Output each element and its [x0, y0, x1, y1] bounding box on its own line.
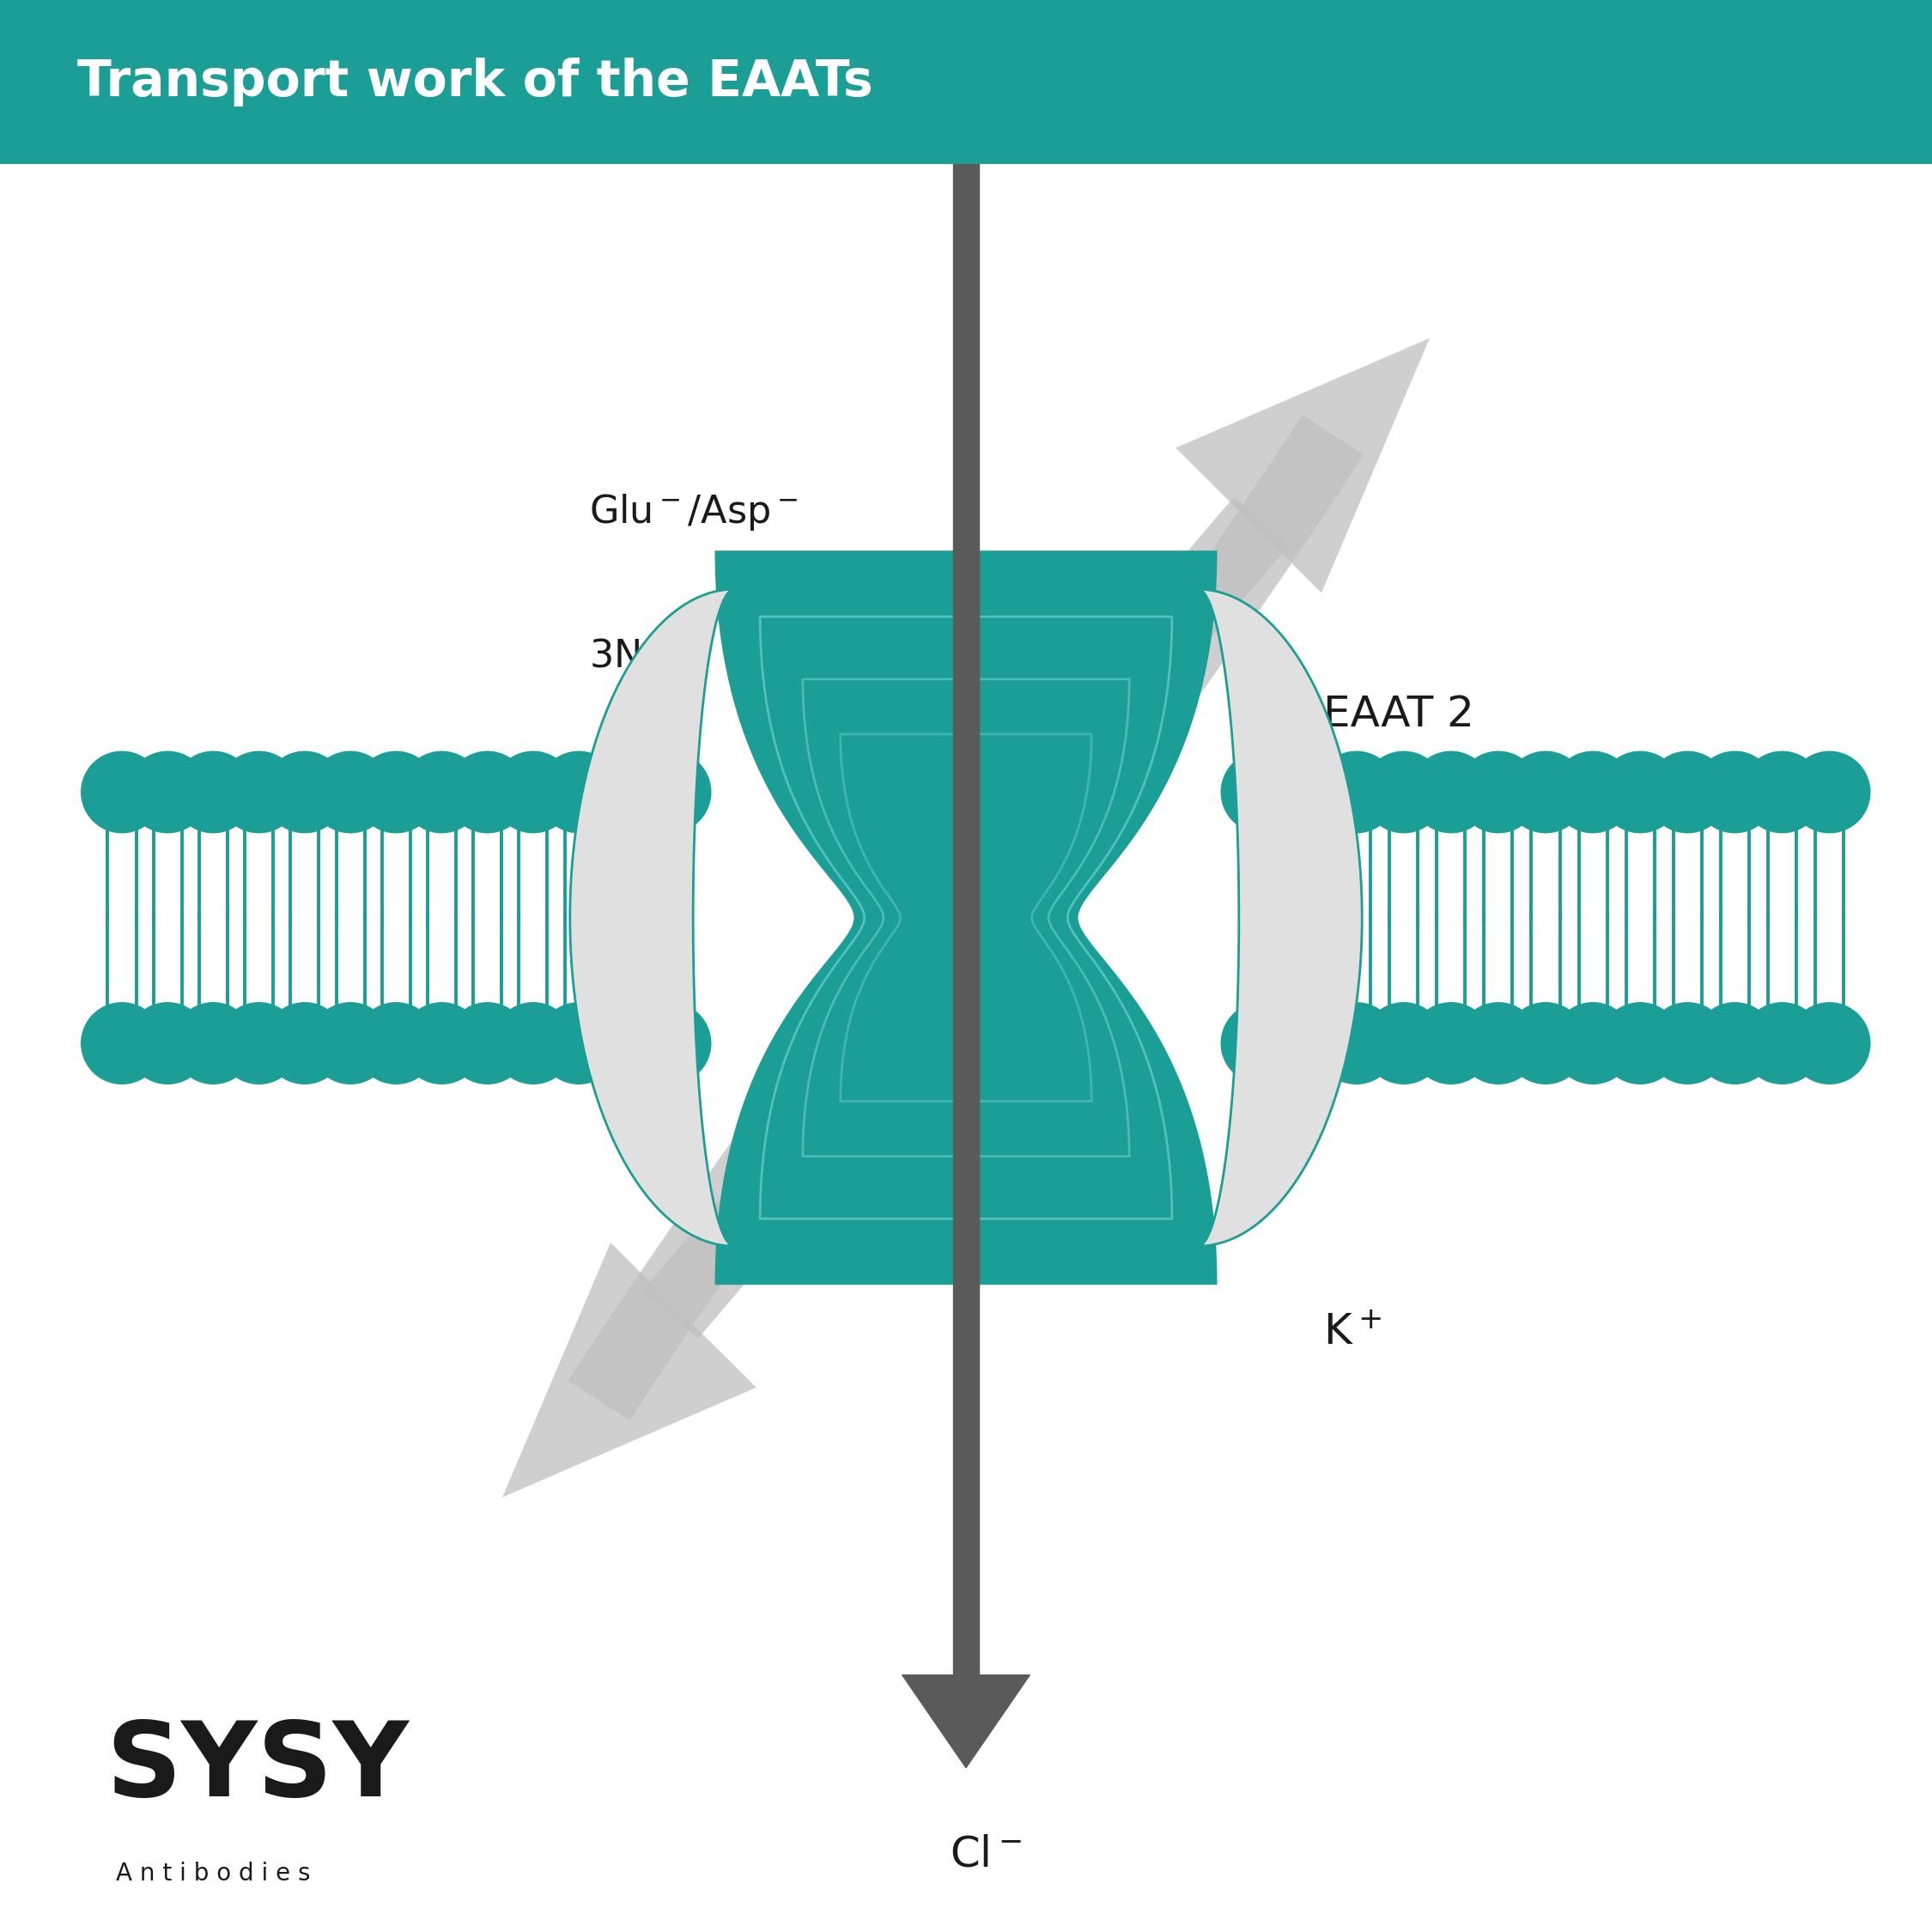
Polygon shape	[502, 1242, 755, 1497]
Circle shape	[402, 752, 483, 833]
Circle shape	[1600, 752, 1681, 833]
Circle shape	[1221, 1003, 1302, 1084]
Circle shape	[1646, 1003, 1727, 1084]
Circle shape	[1505, 1003, 1586, 1084]
Circle shape	[1741, 1003, 1822, 1084]
Circle shape	[539, 752, 620, 833]
Text: H$^+$: H$^+$	[589, 779, 645, 817]
Polygon shape	[715, 551, 1217, 1285]
Text: A n t i b o d i e s: A n t i b o d i e s	[116, 1862, 311, 1886]
Circle shape	[172, 1003, 253, 1084]
Circle shape	[355, 752, 437, 833]
Circle shape	[1551, 1003, 1633, 1084]
Polygon shape	[902, 1675, 1030, 1768]
Polygon shape	[1198, 589, 1362, 1246]
Bar	[0, 0, 1932, 164]
Circle shape	[1694, 752, 1776, 833]
Circle shape	[402, 1003, 483, 1084]
Circle shape	[1364, 752, 1445, 833]
Text: 3Na$^+$: 3Na$^+$	[589, 638, 692, 676]
Circle shape	[309, 1003, 390, 1084]
Text: EAAT 2: EAAT 2	[1323, 694, 1474, 736]
Circle shape	[1551, 752, 1633, 833]
Circle shape	[1505, 752, 1586, 833]
Circle shape	[446, 1003, 527, 1084]
Text: K$^+$: K$^+$	[1323, 1312, 1381, 1354]
Circle shape	[1694, 1003, 1776, 1084]
Circle shape	[1646, 752, 1727, 833]
Text: SYSY: SYSY	[106, 1718, 410, 1818]
Circle shape	[493, 752, 574, 833]
Circle shape	[81, 1003, 162, 1084]
Circle shape	[1741, 752, 1822, 833]
Polygon shape	[954, 160, 980, 1675]
Circle shape	[630, 1003, 711, 1084]
Circle shape	[1316, 1003, 1397, 1084]
Circle shape	[1364, 1003, 1445, 1084]
Polygon shape	[570, 589, 734, 1246]
Circle shape	[265, 1003, 346, 1084]
Circle shape	[218, 752, 299, 833]
Circle shape	[309, 752, 390, 833]
Circle shape	[1316, 752, 1397, 833]
Circle shape	[630, 752, 711, 833]
Circle shape	[1269, 1003, 1350, 1084]
Circle shape	[1789, 752, 1870, 833]
Circle shape	[539, 1003, 620, 1084]
Circle shape	[446, 752, 527, 833]
Circle shape	[583, 1003, 665, 1084]
Polygon shape	[568, 497, 1289, 1420]
Circle shape	[1410, 1003, 1492, 1084]
Circle shape	[1600, 1003, 1681, 1084]
Circle shape	[81, 752, 162, 833]
Circle shape	[218, 1003, 299, 1084]
Circle shape	[1410, 752, 1492, 833]
Circle shape	[493, 1003, 574, 1084]
Circle shape	[172, 752, 253, 833]
Circle shape	[1269, 752, 1350, 833]
Text: Transport work of the EAATs: Transport work of the EAATs	[77, 58, 873, 106]
Circle shape	[1459, 752, 1540, 833]
Text: Cl$^-$: Cl$^-$	[949, 1833, 1022, 1876]
Text: Glu$^-$/Asp$^-$: Glu$^-$/Asp$^-$	[589, 493, 798, 531]
Circle shape	[265, 752, 346, 833]
Circle shape	[1221, 752, 1302, 833]
Polygon shape	[902, 68, 1030, 160]
Circle shape	[128, 1003, 209, 1084]
Circle shape	[583, 752, 665, 833]
Polygon shape	[643, 415, 1364, 1339]
Circle shape	[128, 752, 209, 833]
Circle shape	[1459, 1003, 1540, 1084]
Circle shape	[355, 1003, 437, 1084]
Polygon shape	[1177, 338, 1430, 593]
Circle shape	[1789, 1003, 1870, 1084]
